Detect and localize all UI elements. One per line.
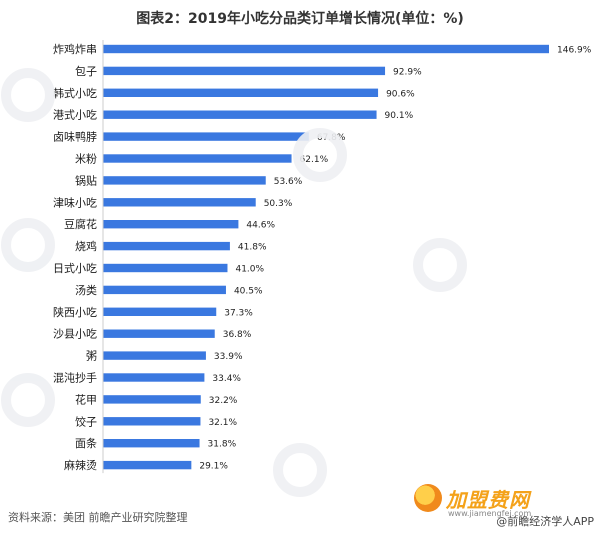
category-label: 面条 [75, 436, 97, 450]
bar [103, 263, 228, 273]
category-label: 豆腐花 [64, 217, 97, 231]
category-label: 韩式小吃 [53, 86, 97, 100]
bar [103, 220, 239, 229]
category-label: 花甲 [75, 393, 97, 406]
category-label: 沙县小吃 [53, 328, 97, 341]
category-label: 津味小吃 [53, 196, 97, 209]
category-label: 混沌抄手 [53, 371, 97, 385]
bar [103, 44, 549, 54]
bar [103, 88, 379, 97]
category-label: 港式小吃 [53, 109, 97, 122]
value-label: 41.8% [238, 243, 267, 253]
bar [103, 285, 226, 295]
bar [103, 66, 386, 76]
value-label: 37.3% [224, 308, 253, 318]
bar [103, 198, 256, 207]
chart-title: 图表2：2019年小吃分品类订单增长情况(单位：%) [136, 11, 464, 27]
bar-chart: 炸鸡炸串 146.9% 包子 92.9% 韩式小吃 90.6% 港式小吃 90.1% 卤味鸭脖 6… [0, 38, 600, 490]
value-label: 32.1% [208, 418, 237, 428]
bar [103, 132, 309, 141]
value-label: 62.1% [300, 155, 329, 165]
category-label: 米粉 [75, 153, 97, 166]
value-label: 36.8% [223, 330, 252, 340]
category-label: 汤类 [75, 283, 97, 297]
value-label: 32.2% [209, 396, 238, 406]
category-label: 麻辣烫 [64, 458, 97, 472]
category-label: 饺子 [75, 414, 97, 428]
bar [103, 395, 201, 404]
bar [103, 241, 230, 251]
bar [103, 329, 215, 338]
value-label: 50.3% [264, 199, 293, 209]
brand-name: 加盟费网 [446, 488, 530, 512]
value-label: 31.8% [208, 440, 237, 450]
source-note: 资料来源：美团 前瞻产业研究院整理 [8, 511, 188, 524]
bar [103, 154, 292, 163]
value-label: 53.6% [274, 177, 303, 187]
category-label: 日式小吃 [53, 262, 97, 275]
value-label: 146.9% [557, 46, 592, 56]
value-label: 29.1% [199, 462, 228, 472]
category-label: 炸鸡炸串 [53, 42, 97, 56]
value-label: 67.8% [317, 133, 346, 143]
bar [103, 307, 217, 316]
brand-url: www.jiamengfei.com [448, 509, 532, 518]
brand-ball-icon [414, 484, 442, 512]
category-label: 粥 [86, 350, 97, 363]
category-label: 陕西小吃 [53, 305, 97, 319]
category-label: 包子 [75, 65, 97, 78]
value-label: 90.6% [386, 89, 415, 99]
bar [103, 460, 192, 470]
category-label: 锅贴 [75, 173, 97, 187]
bar [103, 417, 201, 426]
app-credit: @前瞻经济学人APP [496, 515, 594, 528]
value-label: 92.9% [393, 67, 422, 77]
bar [103, 351, 206, 360]
value-label: 33.4% [212, 374, 241, 384]
bar [103, 439, 200, 448]
brand-logo: 加盟费网 www.jiamengfei.com [414, 484, 584, 518]
value-label: 90.1% [385, 111, 414, 121]
category-label: 卤味鸭脖 [53, 131, 97, 144]
value-label: 41.0% [235, 265, 264, 275]
value-label: 44.6% [246, 221, 275, 231]
bar [103, 110, 377, 119]
bar [103, 176, 266, 185]
footer-branding: 加盟费网 www.jiamengfei.com @前瞻经济学人APP [414, 482, 594, 532]
category-label: 烧鸡 [75, 239, 97, 253]
value-label: 40.5% [234, 286, 263, 296]
value-label: 33.9% [214, 352, 243, 362]
bar [103, 373, 205, 382]
bar-chart-svg: 炸鸡炸串 146.9% 包子 92.9% 韩式小吃 90.6% 港式小吃 90.1% 卤味鸭脖 6… [53, 40, 592, 474]
